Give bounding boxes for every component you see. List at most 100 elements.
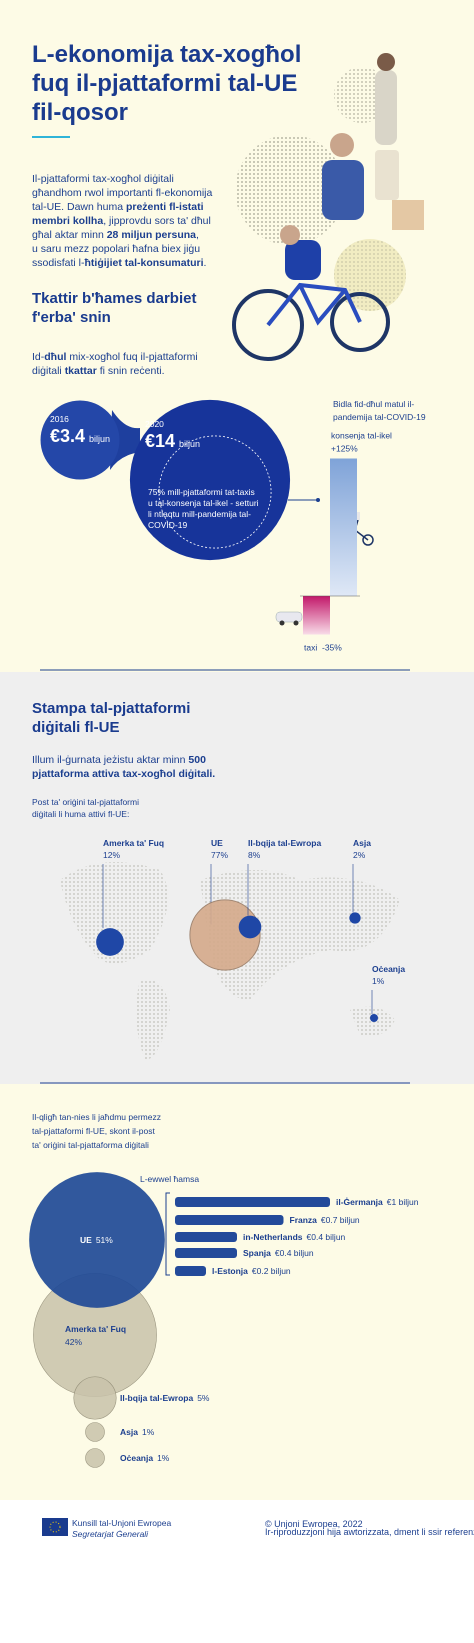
connector-dot — [316, 498, 320, 502]
note-line: u tal-konsenja tal-ikel - setturi — [148, 498, 259, 508]
region-bubble — [349, 912, 361, 924]
region-name: Amerka ta' Fuq — [103, 838, 164, 848]
section-heading: diġitali fl-UE — [32, 719, 120, 736]
taxi-icon — [275, 611, 303, 626]
strong-run: 28 miljun persuna — [107, 229, 196, 241]
intro-line: tal-UE. Dawn huma preżenti fl-istati — [32, 201, 204, 213]
reproduction: Ir-riproduzzjoni hija awtorizzata, dment… — [265, 1527, 474, 1537]
note-line: li ntlaqtu mill-pandemija tal- — [148, 509, 251, 519]
earnings-bubble — [85, 1422, 105, 1442]
title-line: fil-qosor — [32, 99, 128, 126]
country-name: in-Netherlands — [243, 1232, 303, 1242]
bar-value: +125% — [331, 444, 358, 454]
country-value: €1 biljun — [387, 1197, 419, 1207]
earnings-bubble — [73, 1376, 117, 1420]
region-value: 1% — [157, 1453, 170, 1463]
eu-flag — [42, 1518, 68, 1536]
title-line: fuq il-pjattaformi tal-UE — [32, 70, 297, 97]
footer-org: Kunsill tal-Unjoni Ewropea — [72, 1518, 171, 1528]
country-name: Franza — [290, 1215, 318, 1225]
earnings-bubble — [29, 1172, 165, 1308]
text-run: , — [196, 229, 199, 241]
note-line: 75% mill-pjattaformi tat-taxis — [148, 487, 255, 497]
strong-run: dħul — [44, 351, 66, 363]
text-run: fi snin reċenti. — [97, 365, 165, 377]
country-value: €0.4 biljun — [307, 1232, 346, 1242]
region-label: Il-bqija tal-Ewropa 5% — [120, 1393, 210, 1403]
country-bar — [175, 1215, 284, 1225]
region-name: Il-bqija tal-Ewropa — [120, 1393, 193, 1403]
country-bar — [175, 1197, 330, 1207]
unit: biljun — [179, 439, 200, 449]
country-value: €0.7 biljun — [321, 1215, 360, 1225]
region-name: Il-bqija tal-Ewropa — [248, 838, 321, 848]
strong-run: membri kollha — [32, 215, 103, 227]
text-run: Illum il-ġurnata jeżistu aktar minn — [32, 754, 188, 766]
region-label: Asja 1% — [120, 1427, 155, 1437]
title-line: L-ekonomija tax-xogħol — [32, 41, 301, 68]
earnings-bubble — [85, 1448, 105, 1468]
section-text: Illum il-ġurnata jeżistu aktar minn 500 — [32, 754, 206, 766]
region-bubble — [189, 899, 261, 971]
bubble-value: €14 biljun — [145, 431, 200, 451]
change-bar — [330, 458, 357, 596]
footer-dept: Segretarjat Ġenerali — [72, 1529, 149, 1539]
country-label: Spanja €0.4 biljun — [243, 1248, 314, 1258]
text-run: ssodisfati l- — [32, 257, 85, 269]
illustration — [232, 53, 424, 361]
text-run: għal aktar minn — [32, 229, 107, 241]
intro-line: Il-pjattaformi tax-xogħol diġitali — [32, 173, 174, 185]
strong-run: tkattar — [65, 365, 97, 377]
value-label: €3.4 — [50, 426, 85, 446]
strong-run: ħtiġijiet tal-konsumaturi — [85, 257, 204, 269]
intro-line: membri kollha, jipprovdu sors ta' dħul — [32, 215, 211, 227]
earnings-title: tal-pjattaformi fl-UE, skont il-post — [32, 1126, 155, 1136]
strong-run: pjattaforma attiva tax-xogħol diġitali. — [32, 768, 215, 780]
region-value: 2% — [353, 850, 366, 860]
region-name: Oċeanja — [120, 1453, 153, 1463]
region-value: 1% — [142, 1427, 155, 1437]
map-outline — [60, 862, 400, 1060]
map-title: Post ta' oriġini tal-pjattaformi — [32, 797, 139, 807]
change-bar — [303, 596, 330, 635]
region-bubble — [370, 1014, 378, 1022]
region-value: 8% — [248, 850, 261, 860]
text-run: u saru mezz popolari ħafna biex jiġu — [32, 243, 200, 255]
bar-value: -35% — [322, 643, 342, 653]
region-value: 51% — [96, 1235, 113, 1245]
country-label: il-Ġermanja €1 biljun — [336, 1197, 419, 1207]
region-value: 5% — [197, 1393, 210, 1403]
text-run: Id- — [32, 351, 45, 363]
map-title: diġitali li huma attivi fl-UE: — [32, 809, 129, 819]
country-bar — [175, 1248, 237, 1258]
country-bar — [175, 1266, 206, 1276]
text-run: mix-xogħol fuq il-pjattaformi — [66, 351, 197, 363]
text-run: diġitali — [32, 365, 65, 377]
region-bubble — [96, 928, 124, 956]
bar-name: taxi — [304, 643, 317, 653]
country-bar — [175, 1232, 237, 1242]
section-heading: f'erba' snin — [32, 309, 111, 326]
country-name: l-Estonja — [212, 1266, 248, 1276]
strong-run: preżenti fl-istati — [126, 201, 204, 213]
strong-run: 500 — [188, 754, 206, 766]
value-bubble — [40, 400, 120, 480]
bubble-year: 2020 — [145, 419, 164, 429]
region-name: Asja — [120, 1427, 138, 1437]
region-value: 1% — [372, 976, 385, 986]
region-name: UE — [80, 1235, 92, 1245]
region-name: UE — [211, 838, 223, 848]
region-label: Oċeanja 1% — [120, 1453, 170, 1463]
copyright: © Unjoni Ewropea, 2022 — [265, 1519, 363, 1529]
region-bubble — [238, 915, 262, 939]
bubble-value: €3.4 biljun — [50, 426, 110, 446]
country-value: €0.4 biljun — [275, 1248, 314, 1258]
earnings-title: Il-qligħ tan-nies li jaħdmu permezz — [32, 1112, 161, 1122]
region-label: UE 51% — [80, 1235, 113, 1245]
intro-line: għandhom rwol importanti fl-ekonomija — [32, 187, 212, 199]
section-heading: Tkattir b'ħames darbiet — [32, 290, 196, 307]
country-label: in-Netherlands €0.4 biljun — [243, 1232, 346, 1242]
section-text: diġitali tkattar fi snin reċenti. — [32, 365, 165, 377]
text-run: tal-UE. Dawn huma — [32, 201, 126, 213]
region-value: 12% — [103, 850, 120, 860]
